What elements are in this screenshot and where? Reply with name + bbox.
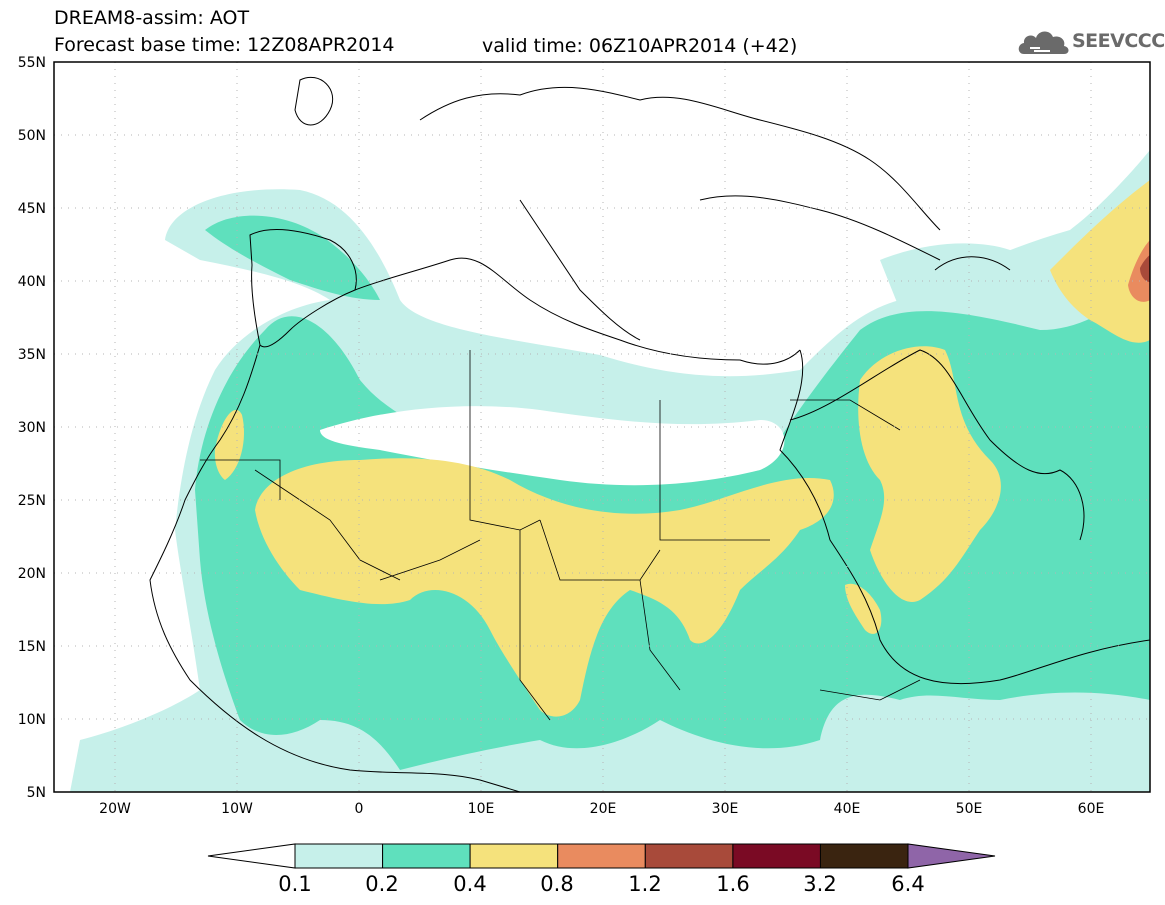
colorbar-label: 3.2 (803, 872, 836, 896)
aot-band-0.1-east (880, 243, 1080, 325)
aot-band-0.2-iberia (205, 215, 380, 300)
latitude-axis: 55N 50N 45N 40N 35N 30N 25N 20N 15N 10N … (18, 55, 46, 801)
lon-label: 10W (221, 801, 253, 817)
colorbar-label: 1.6 (716, 872, 749, 896)
lat-label: 20N (18, 566, 46, 582)
lon-label: 40E (834, 801, 861, 817)
colorbar-label: 6.4 (891, 872, 924, 896)
colorbar-swatch (819, 843, 909, 869)
colorbar-high-arrow (907, 843, 996, 869)
lon-label: 60E (1078, 801, 1105, 817)
colorbar-swatch (644, 843, 734, 869)
lon-label: 10E (468, 801, 495, 817)
colorbar-swatch (557, 843, 646, 869)
forecast-base-time: Forecast base time: 12Z08APR2014 (54, 34, 395, 56)
aot-band-0.4-central-asia (1050, 180, 1150, 343)
colorbar: 0.1 0.2 0.4 0.8 1.2 1.6 3.2 6.4 (207, 843, 996, 896)
lon-label: 30E (712, 801, 739, 817)
graticule (54, 62, 1150, 792)
aot-fields (54, 62, 1150, 792)
colorbar-low-arrow (207, 843, 296, 869)
lat-label: 55N (18, 55, 46, 71)
lon-label: 20W (99, 801, 131, 817)
clean-air-area (320, 406, 785, 486)
colorbar-swatch (294, 843, 384, 869)
longitude-axis: 20W 10W 0 10E 20E 30E 40E 50E 60E (99, 801, 1104, 817)
aot-band-0.8 (1128, 240, 1150, 302)
lat-label: 15N (18, 639, 46, 655)
map-frame (53, 61, 1151, 793)
lon-label: 50E (956, 801, 983, 817)
aot-band-0.4-sahara (255, 458, 834, 717)
colorbar-swatch (382, 843, 471, 869)
lon-label: 20E (590, 801, 617, 817)
cloud-icon (1018, 31, 1069, 54)
lat-label: 40N (18, 274, 46, 290)
lat-label: 5N (27, 785, 46, 801)
seevccc-logo: SEEVCCC (1016, 24, 1165, 58)
lat-label: 35N (18, 347, 46, 363)
logo-text: SEEVCCC (1072, 30, 1165, 52)
aot-band-1.2 (1140, 255, 1150, 282)
colorbar-label: 0.1 (278, 872, 311, 896)
coastlines (149, 76, 1150, 792)
aot-band-0.4-redsea (845, 583, 882, 634)
colorbar-label: 0.8 (540, 872, 573, 896)
map-title: DREAM8-assim: AOT (54, 7, 250, 29)
lat-label: 30N (18, 420, 46, 436)
aot-band-0.4-arabia (858, 346, 1001, 602)
valid-time: valid time: 06Z10APR2014 (+42) (482, 35, 798, 57)
borders (200, 350, 921, 721)
lat-label: 25N (18, 493, 46, 509)
lat-label: 10N (18, 712, 46, 728)
colorbar-swatch (732, 843, 822, 869)
colorbar-label: 0.4 (453, 872, 486, 896)
lon-label: 0 (355, 801, 364, 817)
lat-label: 50N (18, 128, 46, 144)
colorbar-label: 0.2 (365, 872, 398, 896)
colorbar-label: 1.2 (628, 872, 661, 896)
colorbar-swatch (469, 843, 559, 869)
lat-label: 45N (18, 201, 46, 217)
